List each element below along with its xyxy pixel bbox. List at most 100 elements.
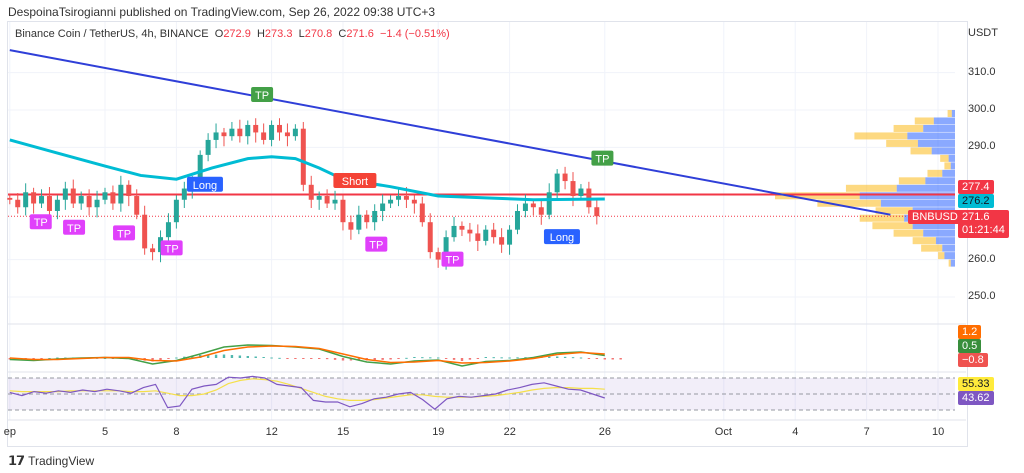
- macd-histogram-bar: [40, 358, 43, 359]
- candle-body: [7, 197, 13, 200]
- x-tick-label: ep: [3, 426, 17, 438]
- candle-body: [39, 196, 45, 204]
- candle-body: [269, 124, 275, 140]
- macd-histogram-bar: [492, 357, 495, 359]
- level-price-tag: 277.4: [958, 180, 994, 194]
- close-value: 271.6: [346, 28, 374, 40]
- macd-histogram-bar: [389, 358, 392, 360]
- currency-label: USDT: [968, 27, 998, 39]
- candle-body: [514, 210, 520, 230]
- macd-histogram-bar: [206, 354, 210, 358]
- macd-histogram-bar: [571, 357, 575, 359]
- volume-profile-up-bar: [940, 154, 949, 162]
- candle-body: [348, 222, 354, 230]
- macd-histogram-bar: [159, 358, 162, 361]
- y-tick-label: 310.0: [968, 65, 996, 78]
- candle-body: [562, 173, 568, 182]
- volume-profile-up-bar: [775, 192, 860, 200]
- candle-body: [380, 203, 386, 211]
- candle-body: [435, 252, 441, 260]
- macd-histogram-bar: [460, 358, 464, 361]
- tradingview-logo[interactable]: 𝟭𝟳 TradingView: [8, 453, 94, 469]
- low-value: 270.8: [304, 28, 333, 40]
- volume-profile-down-bar: [933, 117, 955, 125]
- candle-body: [554, 173, 560, 193]
- volume-profile-up-bar: [921, 244, 943, 252]
- macd-histogram-bar: [476, 358, 480, 359]
- macd-histogram-bar: [595, 358, 599, 359]
- volume-profile-up-bar: [875, 207, 913, 215]
- x-tick-label: 10: [932, 426, 945, 438]
- candle-body: [570, 181, 576, 197]
- x-tick-label: 12: [265, 426, 278, 438]
- rsi-ma-tag: 55.33: [958, 377, 994, 391]
- candle-body: [403, 196, 409, 200]
- macd-histogram-bar: [611, 358, 614, 360]
- macd-histogram-bar: [603, 358, 606, 360]
- volume-profile-up-bar: [898, 177, 926, 185]
- volume-profile-down-bar: [917, 139, 955, 147]
- candle-body: [546, 192, 552, 215]
- volume-profile-down-bar: [931, 147, 955, 155]
- candle-body: [308, 184, 314, 200]
- macd-histogram-bar: [103, 358, 107, 359]
- volume-profile-down-bar: [950, 259, 955, 267]
- signal-marker: [113, 225, 136, 241]
- volume-profile-down-bar: [880, 199, 955, 207]
- trendline: [9, 49, 891, 216]
- volume-profile-up-bar: [817, 199, 881, 207]
- macd-histogram-bar: [349, 358, 353, 361]
- macd-histogram-bar: [56, 357, 59, 359]
- macd-histogram-bar: [413, 357, 416, 358]
- x-tick-label: 4: [792, 426, 799, 438]
- macd-histogram-bar: [32, 358, 35, 359]
- macd-histogram-bar: [587, 358, 591, 359]
- macd-histogram-bar: [548, 356, 551, 358]
- macd-histogram-bar: [222, 354, 226, 358]
- candle-body: [54, 199, 60, 211]
- ema-line: [9, 138, 605, 202]
- volume-profile-up-bar: [948, 259, 951, 267]
- candle-body: [538, 207, 544, 215]
- ema-price-tag: 276.2: [958, 194, 994, 208]
- candle-body: [483, 229, 489, 241]
- candle-body: [158, 237, 164, 253]
- macd-signal-line: [9, 345, 605, 364]
- signal-marker-label: Short: [342, 176, 368, 188]
- macd-histogram-tag: 1.2: [958, 325, 982, 339]
- candle-body: [70, 188, 76, 204]
- macd-histogram-bar: [500, 357, 503, 359]
- volume-profile-down-bar: [950, 162, 955, 170]
- candle-body: [316, 196, 322, 200]
- rsi-line: [9, 375, 605, 410]
- candle-body: [507, 229, 513, 245]
- macd-histogram-bar: [175, 357, 178, 359]
- macd-histogram-bar: [357, 358, 361, 361]
- candle-body: [475, 233, 481, 241]
- macd-histogram-bar: [556, 356, 559, 358]
- signal-marker-label: TP: [595, 154, 609, 166]
- x-tick-label: 22: [503, 426, 516, 438]
- candle-body: [372, 210, 378, 223]
- candle-body: [245, 124, 251, 137]
- macd-histogram-bar: [397, 358, 400, 359]
- macd-histogram-bar: [48, 358, 51, 359]
- macd-histogram-bar: [421, 357, 424, 359]
- volume-profile-up-bar: [859, 214, 905, 222]
- signal-marker-label: TP: [369, 240, 383, 252]
- signal-marker-label: TP: [445, 255, 459, 267]
- macd-histogram-bar: [444, 358, 448, 359]
- macd-histogram-bar: [214, 354, 218, 358]
- candle-body: [229, 128, 235, 137]
- macd-line-tag: 0.5: [958, 339, 982, 353]
- candle-body: [467, 229, 473, 234]
- macd-histogram-bar: [452, 358, 456, 360]
- signal-marker-label: TP: [67, 223, 81, 235]
- volume-profile-down-bar: [925, 177, 955, 185]
- x-tick-label: 7: [863, 426, 870, 438]
- candle-body: [150, 248, 156, 253]
- candle-body: [411, 199, 417, 204]
- volume-profile-down-bar: [944, 252, 955, 260]
- high-label: H: [256, 28, 265, 40]
